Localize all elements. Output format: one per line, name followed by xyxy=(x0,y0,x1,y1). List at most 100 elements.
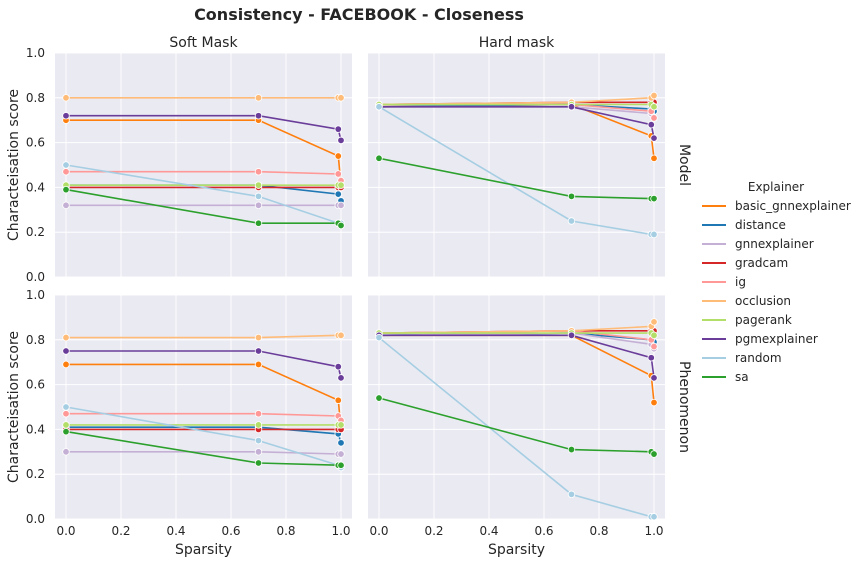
data-point-pagerank xyxy=(338,182,345,189)
x-tick-label: 0.4 xyxy=(166,524,185,538)
data-point-gnnexplainer xyxy=(255,202,262,209)
data-point-basic-gnnexplainer xyxy=(651,399,658,406)
legend-label: gradcam xyxy=(735,256,788,270)
data-point-pagerank xyxy=(338,422,345,429)
legend-label: basic_gnnexplainer xyxy=(735,199,851,213)
data-point-random xyxy=(376,103,383,110)
data-point-pgmexplainer xyxy=(63,348,70,355)
facet-grid: Soft Mask 0.0 0.2 0.4 0.6 0.8 1.0 Characteisati… xyxy=(6,35,692,558)
plot-background xyxy=(55,295,352,519)
panel-phenomenon-hard-mask: Phenomenon 0.0 0.2 0.4 0.6 0.8 1.0 Sparsity xyxy=(368,295,692,558)
legend-item-basic-gnnexplainer: basic_gnnexplainer xyxy=(702,199,851,213)
x-tick-label: 0.6 xyxy=(534,524,553,538)
x-tick-label: 0.6 xyxy=(221,524,240,538)
y-tick-label: 0.4 xyxy=(26,180,45,194)
data-point-random xyxy=(255,193,262,200)
data-point-occlusion xyxy=(63,334,70,341)
legend: Explainer basic_gnnexplainer distance gnnex… xyxy=(702,180,851,384)
x-tick-label: 0.8 xyxy=(589,524,608,538)
x-tick-label: 0.4 xyxy=(479,524,498,538)
legend-item-distance: distance xyxy=(702,218,786,232)
chart-title: Consistency - FACEBOOK - Closeness xyxy=(194,5,524,24)
data-point-sa xyxy=(376,395,383,402)
data-point-sa xyxy=(338,462,345,469)
y-tick-label: 0.6 xyxy=(26,136,45,150)
data-point-occlusion xyxy=(651,92,658,99)
panel-model-hard-mask: Hard mask Model xyxy=(368,35,692,277)
panel-model-soft-mask: Soft Mask 0.0 0.2 0.4 0.6 0.8 1.0 Characteisati… xyxy=(6,35,352,284)
data-point-gnnexplainer xyxy=(255,449,262,456)
data-point-pgmexplainer xyxy=(648,121,655,128)
data-point-ig xyxy=(651,343,658,350)
x-tick-label: 0.8 xyxy=(276,524,295,538)
y-tick-label: 0.4 xyxy=(26,422,45,436)
y-tick-label: 0.0 xyxy=(26,512,45,526)
legend-label: random xyxy=(735,351,782,365)
data-point-pgmexplainer xyxy=(648,354,655,361)
data-point-pgmexplainer xyxy=(338,375,345,382)
legend-item-gradcam: gradcam xyxy=(702,256,788,270)
x-axis-label: Sparsity xyxy=(175,542,232,558)
data-point-occlusion xyxy=(651,319,658,326)
y-axis-label: Characteisation score xyxy=(6,89,22,241)
row-title: Model xyxy=(676,144,692,186)
legend-item-pagerank: pagerank xyxy=(702,313,792,327)
data-point-occlusion xyxy=(255,95,262,102)
x-tick-label: 0.0 xyxy=(369,524,388,538)
data-point-pgmexplainer xyxy=(651,375,658,382)
y-tick-label: 0.2 xyxy=(26,467,45,481)
legend-label: sa xyxy=(735,370,749,384)
legend-item-occlusion: occlusion xyxy=(702,294,791,308)
data-point-random xyxy=(255,437,262,444)
data-point-pgmexplainer xyxy=(338,137,345,144)
data-point-pagerank xyxy=(651,103,658,110)
data-point-pagerank xyxy=(63,422,70,429)
data-point-distance xyxy=(338,440,345,447)
legend-label: pgmexplainer xyxy=(735,332,818,346)
data-point-gnnexplainer xyxy=(63,449,70,456)
data-point-pgmexplainer xyxy=(568,332,575,339)
data-point-random xyxy=(651,231,658,238)
legend-item-ig: ig xyxy=(702,275,746,289)
data-point-basic-gnnexplainer xyxy=(63,361,70,368)
column-title: Soft Mask xyxy=(169,35,238,51)
legend-item-sa: sa xyxy=(702,370,749,384)
data-point-random xyxy=(568,491,575,498)
data-point-random xyxy=(376,334,383,341)
legend-label: gnnexplainer xyxy=(735,237,814,251)
y-tick-label: 0.8 xyxy=(26,333,45,347)
data-point-pgmexplainer xyxy=(335,126,342,133)
x-tick-label: 1.0 xyxy=(644,524,663,538)
y-tick-label: 0.6 xyxy=(26,378,45,392)
data-point-gnnexplainer xyxy=(338,202,345,209)
data-point-pgmexplainer xyxy=(63,112,70,119)
x-tick-label: 1.0 xyxy=(331,524,350,538)
data-point-sa xyxy=(255,220,262,227)
data-point-basic-gnnexplainer xyxy=(255,361,262,368)
data-point-gnnexplainer xyxy=(338,451,345,458)
data-point-random xyxy=(63,162,70,169)
data-point-ig xyxy=(335,171,342,178)
data-point-ig xyxy=(63,410,70,417)
data-point-ig xyxy=(63,168,70,175)
data-point-sa xyxy=(568,446,575,453)
legend-item-gnnexplainer: gnnexplainer xyxy=(702,237,814,251)
x-axis-label: Sparsity xyxy=(488,542,545,558)
data-point-basic-gnnexplainer xyxy=(651,155,658,162)
y-tick-label: 0.0 xyxy=(26,270,45,284)
data-point-sa xyxy=(63,186,70,193)
plot-background xyxy=(55,53,352,277)
y-tick-label: 0.2 xyxy=(26,225,45,239)
data-point-occlusion xyxy=(338,95,345,102)
legend-label: distance xyxy=(735,218,786,232)
data-point-ig xyxy=(255,410,262,417)
legend-item-random: random xyxy=(702,351,782,365)
data-point-ig xyxy=(651,115,658,122)
legend-title: Explainer xyxy=(748,180,804,194)
data-point-pgmexplainer xyxy=(651,135,658,142)
data-point-sa xyxy=(568,193,575,200)
panel-phenomenon-soft-mask: 0.0 0.2 0.4 0.6 0.8 1.0 Characteisation score 0… xyxy=(6,288,352,558)
y-tick-label: 1.0 xyxy=(26,288,45,302)
data-point-pgmexplainer xyxy=(568,103,575,110)
data-point-sa xyxy=(255,460,262,467)
